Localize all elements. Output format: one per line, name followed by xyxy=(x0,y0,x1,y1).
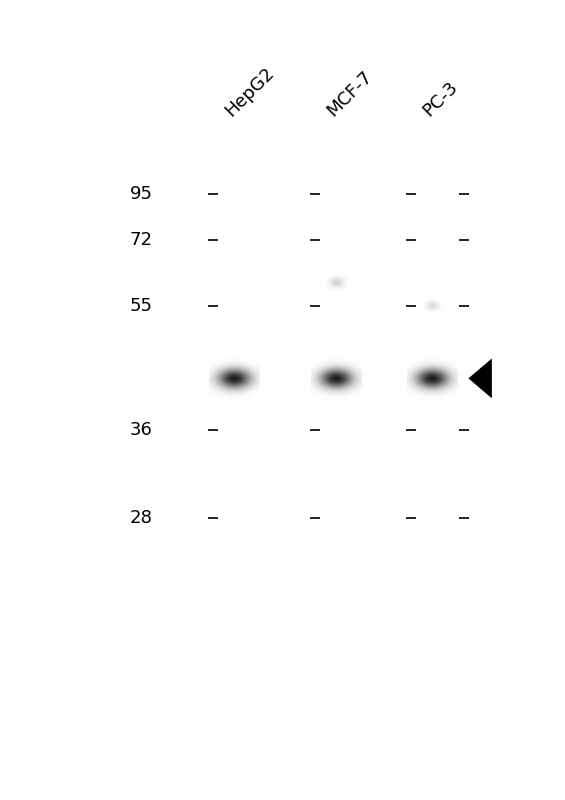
Text: 95: 95 xyxy=(129,185,153,202)
Bar xyxy=(362,124,407,744)
Bar xyxy=(458,124,565,744)
Text: 95: 95 xyxy=(129,185,153,202)
Bar xyxy=(311,124,362,744)
Bar xyxy=(0,0,565,124)
Bar xyxy=(0,124,209,744)
Bar xyxy=(209,124,260,744)
Text: 36: 36 xyxy=(130,422,153,439)
Text: MCF-7: MCF-7 xyxy=(323,67,376,120)
Bar xyxy=(407,124,458,744)
Bar xyxy=(209,124,260,744)
Text: 72: 72 xyxy=(129,231,153,249)
Polygon shape xyxy=(469,359,492,398)
Text: PC-3: PC-3 xyxy=(419,78,462,120)
Text: 72: 72 xyxy=(129,231,153,249)
Text: HepG2: HepG2 xyxy=(221,64,278,120)
Text: MCF-7: MCF-7 xyxy=(323,67,376,120)
Text: 28: 28 xyxy=(130,510,153,527)
Text: PC-3: PC-3 xyxy=(419,78,462,120)
Text: 55: 55 xyxy=(129,297,153,314)
Bar xyxy=(311,124,362,744)
Bar xyxy=(260,124,311,744)
Text: 28: 28 xyxy=(130,510,153,527)
Bar xyxy=(0,744,565,800)
Text: HepG2: HepG2 xyxy=(221,64,278,120)
Text: 55: 55 xyxy=(129,297,153,314)
Text: 36: 36 xyxy=(130,422,153,439)
Bar xyxy=(407,124,458,744)
